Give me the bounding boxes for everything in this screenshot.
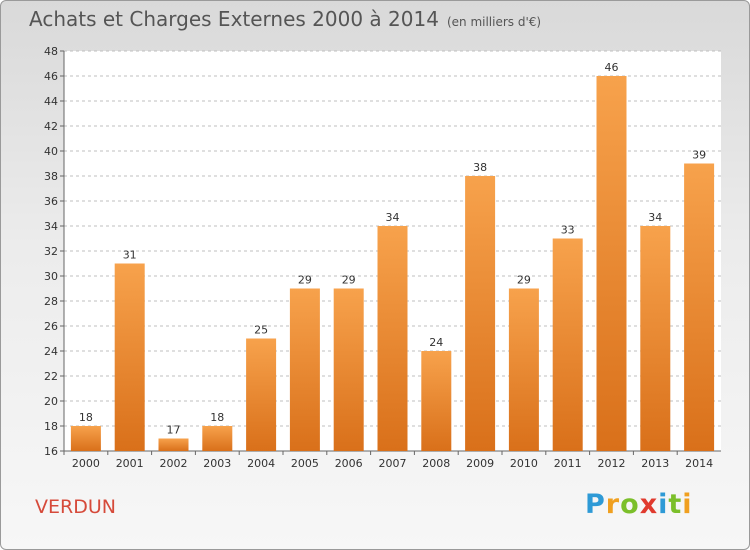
bar	[202, 426, 233, 451]
x-tick-label: 2010	[510, 457, 538, 470]
chart-title: Achats et Charges Externes 2000 à 2014 (e…	[29, 7, 541, 31]
y-tick-label: 18	[44, 420, 58, 433]
chart-subtitle: (en milliers d'€)	[446, 15, 542, 29]
bar-value-label: 29	[298, 274, 312, 287]
bar	[508, 288, 539, 451]
y-tick-label: 38	[44, 170, 58, 183]
bar-value-label: 46	[605, 61, 619, 74]
y-tick-label: 22	[44, 370, 58, 383]
y-tick-label: 44	[44, 95, 58, 108]
logo-letter: t	[668, 489, 683, 520]
bar-value-label: 17	[167, 424, 181, 437]
bar	[465, 176, 496, 451]
y-tick-label: 30	[44, 270, 58, 283]
logo-letter: o	[620, 489, 640, 520]
x-tick-label: 2009	[466, 457, 494, 470]
bar-value-label: 24	[429, 336, 443, 349]
bar-value-label: 34	[648, 211, 662, 224]
bar-value-label: 38	[473, 161, 487, 174]
y-tick-label: 16	[44, 445, 58, 458]
bar-value-label: 18	[210, 411, 224, 424]
y-tick-label: 34	[44, 220, 58, 233]
chart-title-text: Achats et Charges Externes 2000 à 2014	[29, 7, 439, 31]
x-tick-label: 2001	[116, 457, 144, 470]
x-tick-label: 2007	[379, 457, 407, 470]
bar-value-label: 34	[386, 211, 400, 224]
x-tick-label: 2002	[160, 457, 188, 470]
y-tick-label: 36	[44, 195, 58, 208]
y-tick-label: 42	[44, 120, 58, 133]
x-tick-label: 2006	[335, 457, 363, 470]
x-tick-label: 2008	[422, 457, 450, 470]
x-tick-label: 2012	[598, 457, 626, 470]
x-tick-label: 2005	[291, 457, 319, 470]
x-tick-label: 2013	[641, 457, 669, 470]
bar	[114, 263, 145, 451]
y-tick-label: 46	[44, 70, 58, 83]
logo-letter: i	[658, 489, 669, 520]
bar	[640, 226, 671, 451]
x-tick-label: 2011	[554, 457, 582, 470]
bar	[70, 426, 101, 451]
bar-value-label: 33	[561, 224, 575, 237]
bar	[289, 288, 320, 451]
y-tick-label: 32	[44, 245, 58, 258]
bar	[377, 226, 408, 451]
bar-value-label: 25	[254, 324, 268, 337]
town-label: VERDUN	[35, 496, 116, 518]
bar-value-label: 18	[79, 411, 93, 424]
x-tick-label: 2003	[203, 457, 231, 470]
y-tick-label: 40	[44, 145, 58, 158]
bar	[246, 338, 277, 451]
bar-value-label: 31	[123, 249, 137, 262]
y-tick-label: 48	[44, 45, 58, 58]
bar	[552, 238, 583, 451]
bar-value-label: 29	[342, 274, 356, 287]
bar	[596, 76, 627, 451]
bar	[421, 351, 452, 451]
bar	[158, 438, 189, 451]
bar-value-label: 29	[517, 274, 531, 287]
logo-letter: P	[585, 489, 606, 520]
x-tick-label: 2004	[247, 457, 275, 470]
logo-letter: r	[605, 489, 621, 520]
y-tick-label: 24	[44, 345, 58, 358]
y-tick-label: 20	[44, 395, 58, 408]
logo-letter: i	[682, 489, 693, 520]
proxiti-logo: Proxiti	[585, 489, 693, 520]
bar	[333, 288, 364, 451]
x-tick-label: 2014	[685, 457, 713, 470]
y-tick-label: 26	[44, 320, 58, 333]
bar-value-label: 39	[692, 149, 706, 162]
y-tick-label: 28	[44, 295, 58, 308]
logo-letter: x	[639, 489, 659, 520]
bar	[684, 163, 715, 451]
x-tick-label: 2000	[72, 457, 100, 470]
